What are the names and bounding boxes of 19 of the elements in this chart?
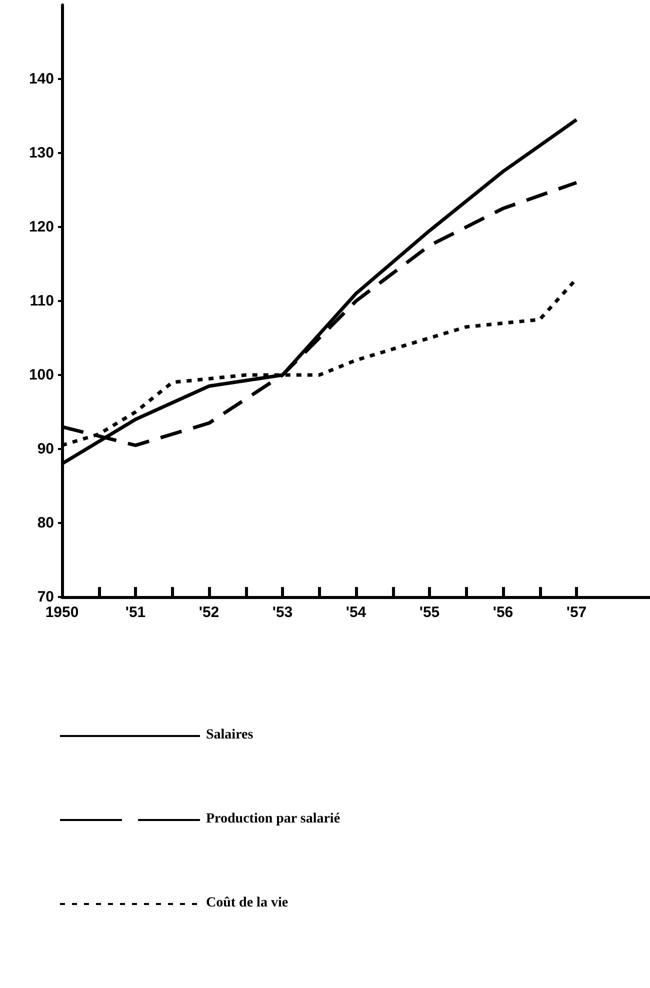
y-tick-label: 110 xyxy=(30,292,54,310)
y-tick-label: 90 xyxy=(37,440,54,458)
x-tick-label: '53 xyxy=(272,604,293,621)
y-tick-label: 120 xyxy=(28,218,54,236)
x-tick-label: 1950 xyxy=(45,604,79,621)
y-tick-label: 130 xyxy=(28,144,54,162)
legend-label: Salaires xyxy=(206,728,254,742)
x-tick-label: '56 xyxy=(492,604,514,621)
y-tick-label: 100 xyxy=(28,366,54,384)
y-tick-label: 140 xyxy=(28,70,54,88)
x-tick-label: '52 xyxy=(198,604,220,621)
x-tick-label: '54 xyxy=(346,604,367,621)
x-tick-label: '55 xyxy=(419,604,440,621)
legend-label: Coût de la vie xyxy=(206,896,288,910)
x-tick-label: '51 xyxy=(125,604,146,621)
y-tick-label: 70 xyxy=(37,588,54,606)
x-tick-label: '57 xyxy=(566,604,587,621)
y-tick-label: 80 xyxy=(37,514,54,532)
legend-label: Production par salarié xyxy=(206,812,340,826)
